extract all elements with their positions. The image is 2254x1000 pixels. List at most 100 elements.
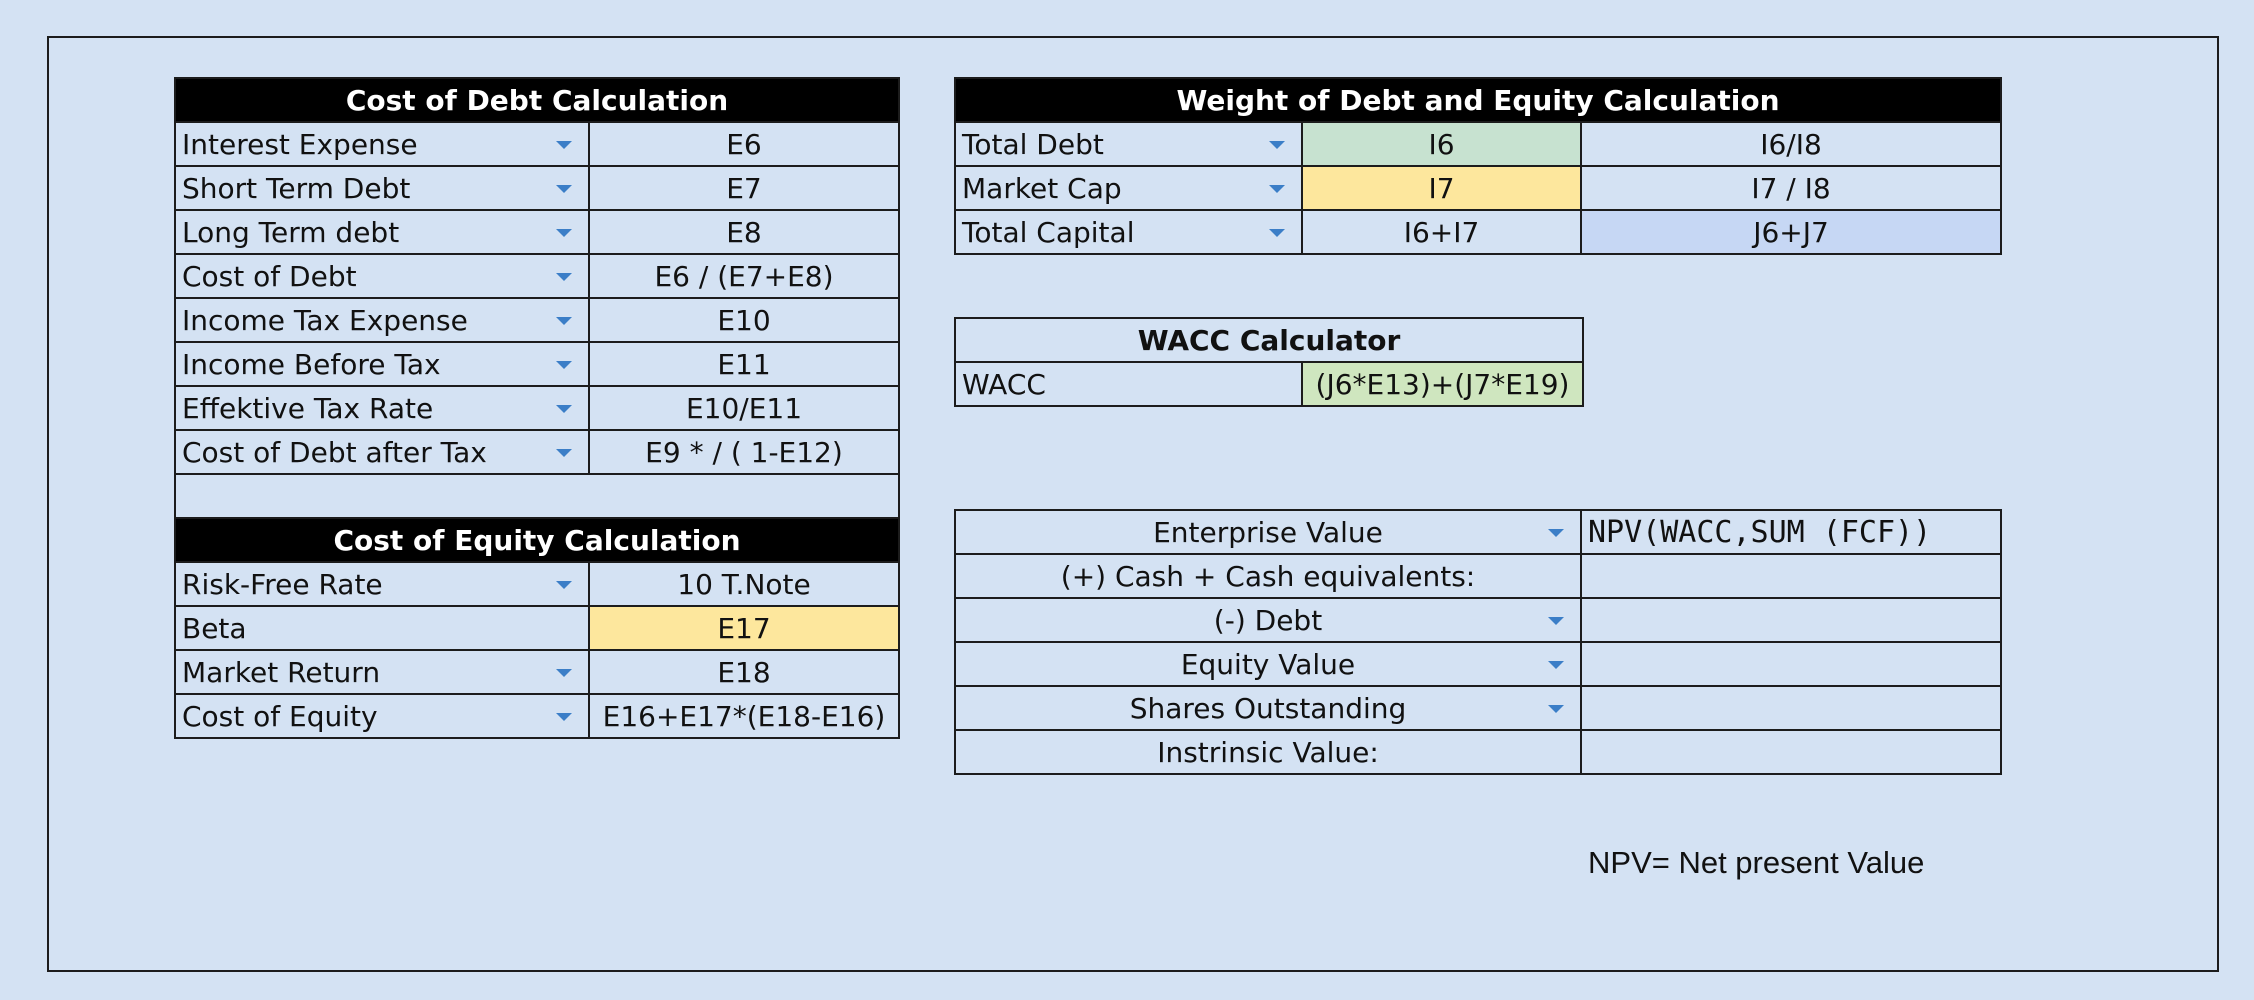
- market-cap-cell[interactable]: I7: [1301, 165, 1582, 211]
- total-weight-cell[interactable]: J6+J7: [1579, 209, 2003, 255]
- intrinsic-value-cell[interactable]: [1580, 729, 2002, 775]
- dropdown-arrow-icon[interactable]: [556, 317, 572, 325]
- market-return-label[interactable]: Market Return: [174, 649, 590, 695]
- table-row: (+) Cash + Cash equivalents:: [954, 553, 2002, 599]
- dropdown-arrow-icon[interactable]: [556, 449, 572, 457]
- table-row: Instrinsic Value:: [954, 729, 2002, 775]
- cost-of-debt-cell[interactable]: E6 / (E7+E8): [588, 253, 900, 299]
- dropdown-arrow-icon[interactable]: [556, 581, 572, 589]
- table-row: (-) Debt: [954, 597, 2002, 643]
- equity-value-label[interactable]: Equity Value: [954, 641, 1582, 687]
- table-row: Enterprise Value NPV(WACC,SUM (FCF)): [954, 509, 2002, 555]
- dropdown-arrow-icon[interactable]: [556, 229, 572, 237]
- dropdown-arrow-icon[interactable]: [556, 273, 572, 281]
- dropdown-arrow-icon[interactable]: [1269, 141, 1285, 149]
- cash-equivalents-cell[interactable]: [1580, 553, 2002, 599]
- total-debt-label[interactable]: Total Debt: [954, 121, 1303, 167]
- wacc-calculator-table: WACC Calculator WACC (J6*E13)+(J7*E19): [953, 317, 1585, 407]
- interest-expense-label[interactable]: Interest Expense: [174, 121, 590, 167]
- dropdown-arrow-icon[interactable]: [556, 405, 572, 413]
- total-capital-label[interactable]: Total Capital: [954, 209, 1303, 255]
- table-row: Cost of Debt E6 / (E7+E8): [174, 253, 900, 299]
- dropdown-arrow-icon[interactable]: [1548, 705, 1564, 713]
- table-row: Income Tax Expense E10: [174, 297, 900, 343]
- beta-label[interactable]: Beta: [174, 605, 590, 651]
- cost-of-debt-equity-table: Cost of Debt Calculation Interest Expens…: [174, 77, 900, 739]
- shares-outstanding-label[interactable]: Shares Outstanding: [954, 685, 1582, 731]
- risk-free-rate-label[interactable]: Risk-Free Rate: [174, 561, 590, 607]
- cost-of-equity-cell[interactable]: E16+E17*(E18-E16): [588, 693, 900, 739]
- dropdown-arrow-icon[interactable]: [1548, 617, 1564, 625]
- shares-outstanding-cell[interactable]: [1580, 685, 2002, 731]
- npv-note-text[interactable]: NPV= Net present Value: [1588, 845, 1925, 880]
- short-term-debt-cell[interactable]: E7: [588, 165, 900, 211]
- cell-label: Equity Value: [1180, 647, 1356, 681]
- debt-weight-cell[interactable]: I6/I8: [1579, 121, 2003, 167]
- debt-label[interactable]: (-) Debt: [954, 597, 1582, 643]
- equity-weight-cell[interactable]: I7 / I8: [1579, 165, 2003, 211]
- long-term-debt-cell[interactable]: E8: [588, 209, 900, 255]
- total-debt-cell[interactable]: I6: [1301, 121, 1582, 167]
- table-row: Effektive Tax Rate E10/E11: [174, 385, 900, 431]
- equity-value-cell[interactable]: [1580, 641, 2002, 687]
- market-return-cell[interactable]: E18: [588, 649, 900, 695]
- cell-label: Total Debt: [962, 127, 1104, 161]
- table-row: Short Term Debt E7: [174, 165, 900, 211]
- cash-equivalents-label[interactable]: (+) Cash + Cash equivalents:: [954, 553, 1582, 599]
- table-row: Cost of Debt after Tax E9 * / ( 1-E12): [174, 429, 900, 475]
- table-row: Income Before Tax E11: [174, 341, 900, 387]
- income-tax-expense-cell[interactable]: E10: [588, 297, 900, 343]
- cost-of-debt-label[interactable]: Cost of Debt: [174, 253, 590, 299]
- cell-label: Cost of Debt after Tax: [182, 435, 487, 469]
- long-term-debt-label[interactable]: Long Term debt: [174, 209, 590, 255]
- cell-label: Short Term Debt: [182, 171, 411, 205]
- cost-of-equity-label[interactable]: Cost of Equity: [174, 693, 590, 739]
- valuation-table: Enterprise Value NPV(WACC,SUM (FCF)) (+)…: [954, 509, 2002, 775]
- dropdown-arrow-icon[interactable]: [1548, 529, 1564, 537]
- risk-free-rate-cell[interactable]: 10 T.Note: [588, 561, 900, 607]
- cell-label: (+) Cash + Cash equivalents:: [1060, 559, 1476, 593]
- cost-of-debt-after-tax-label[interactable]: Cost of Debt after Tax: [174, 429, 590, 475]
- dropdown-arrow-icon[interactable]: [556, 669, 572, 677]
- wacc-cell[interactable]: (J6*E13)+(J7*E19): [1300, 361, 1585, 407]
- dropdown-arrow-icon[interactable]: [556, 361, 572, 369]
- market-cap-label[interactable]: Market Cap: [954, 165, 1303, 211]
- table-row: Total Debt I6 I6/I8: [954, 121, 2003, 167]
- table-row: Market Cap I7 I7 / I8: [954, 165, 2003, 211]
- enterprise-value-cell[interactable]: NPV(WACC,SUM (FCF)): [1580, 509, 2002, 555]
- beta-cell[interactable]: E17: [588, 605, 900, 651]
- empty-spacer-cell[interactable]: [174, 473, 900, 519]
- debt-cell[interactable]: [1580, 597, 2002, 643]
- cell-label: Risk-Free Rate: [182, 567, 383, 601]
- dropdown-arrow-icon[interactable]: [1269, 229, 1285, 237]
- dropdown-arrow-icon[interactable]: [556, 713, 572, 721]
- income-before-tax-cell[interactable]: E11: [588, 341, 900, 387]
- income-before-tax-label[interactable]: Income Before Tax: [174, 341, 590, 387]
- cell-label: Effektive Tax Rate: [182, 391, 434, 425]
- weight-header: Weight of Debt and Equity Calculation: [953, 77, 2003, 123]
- wacc-header: WACC Calculator: [953, 317, 1585, 363]
- dropdown-arrow-icon[interactable]: [556, 185, 572, 193]
- dropdown-arrow-icon[interactable]: [1269, 185, 1285, 193]
- total-capital-cell[interactable]: I6+I7: [1301, 209, 1582, 255]
- effective-tax-rate-cell[interactable]: E10/E11: [588, 385, 900, 431]
- cell-label: Cost of Debt: [182, 259, 357, 293]
- cell-label: Interest Expense: [182, 127, 418, 161]
- dropdown-arrow-icon[interactable]: [1548, 661, 1564, 669]
- intrinsic-value-label[interactable]: Instrinsic Value:: [954, 729, 1582, 775]
- cell-label: Total Capital: [962, 215, 1135, 249]
- interest-expense-cell[interactable]: E6: [588, 121, 900, 167]
- wacc-label[interactable]: WACC: [954, 361, 1303, 407]
- effective-tax-rate-label[interactable]: Effektive Tax Rate: [174, 385, 590, 431]
- cell-label: Long Term debt: [182, 215, 400, 249]
- dropdown-arrow-icon[interactable]: [556, 141, 572, 149]
- weight-of-debt-equity-table: Weight of Debt and Equity Calculation To…: [953, 77, 2003, 255]
- enterprise-value-label[interactable]: Enterprise Value: [954, 509, 1582, 555]
- table-row: Interest Expense E6: [174, 121, 900, 167]
- short-term-debt-label[interactable]: Short Term Debt: [174, 165, 590, 211]
- cost-of-equity-header: Cost of Equity Calculation: [174, 517, 900, 563]
- cell-label: Enterprise Value: [1153, 515, 1383, 549]
- cost-of-debt-after-tax-cell[interactable]: E9 * / ( 1-E12): [588, 429, 900, 475]
- table-row: [174, 473, 900, 519]
- income-tax-expense-label[interactable]: Income Tax Expense: [174, 297, 590, 343]
